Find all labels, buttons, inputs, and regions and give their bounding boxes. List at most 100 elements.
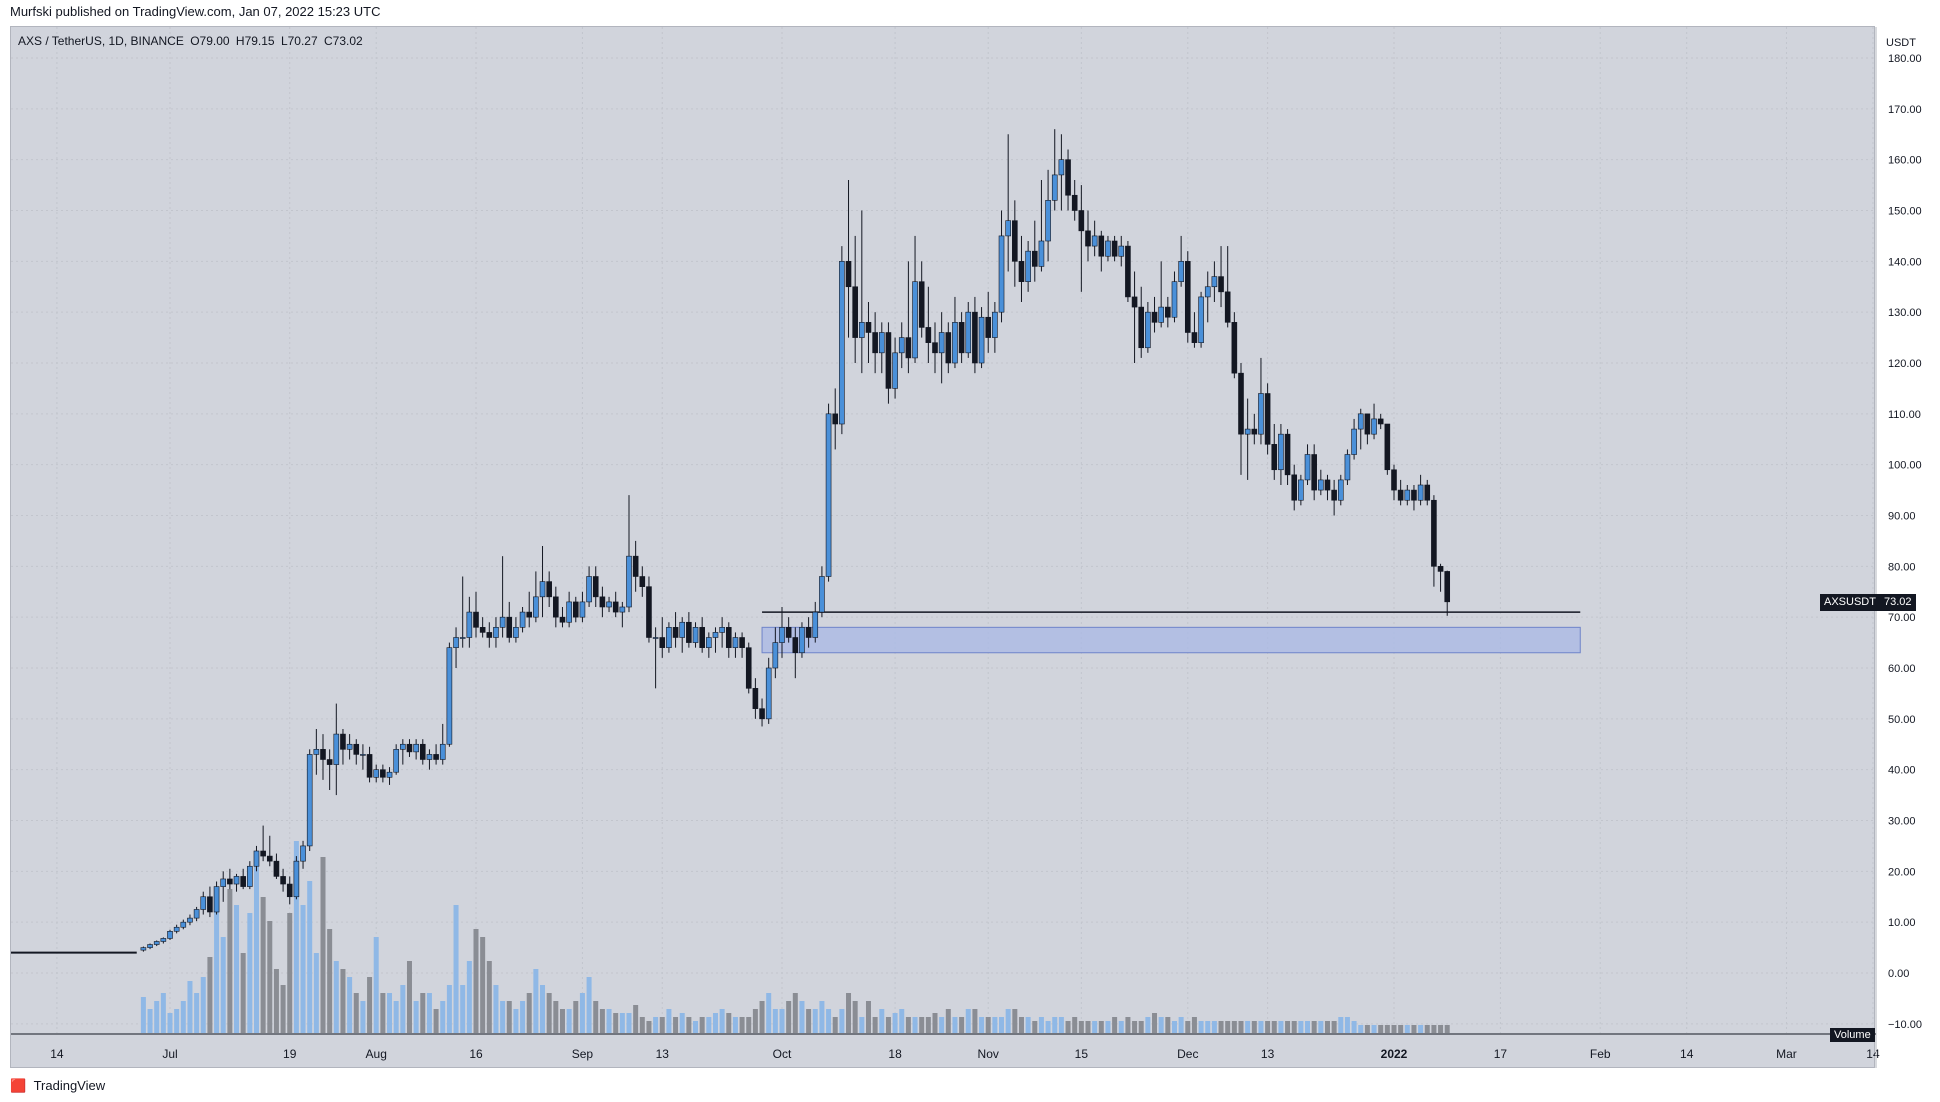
- candle-body: [207, 896, 213, 913]
- volume-bar: [520, 1001, 526, 1033]
- x-tick-label: Sep: [572, 1047, 594, 1061]
- volume-bar: [540, 985, 546, 1033]
- candle-body: [1091, 235, 1098, 247]
- candle-body: [719, 627, 725, 633]
- volume-bar: [679, 1013, 685, 1033]
- candle-body: [220, 878, 227, 887]
- candle-body: [187, 917, 193, 923]
- candle-body: [1331, 489, 1337, 501]
- volume-bar: [313, 953, 319, 1033]
- volume-bar: [1012, 1009, 1018, 1033]
- candle-body: [406, 743, 413, 753]
- volume-bar: [280, 985, 286, 1033]
- volume-label: Volume: [1830, 1028, 1875, 1042]
- candle-body: [247, 865, 253, 887]
- volume-bar: [613, 1013, 619, 1033]
- candle-body: [1437, 566, 1444, 572]
- volume-bar: [154, 1001, 160, 1033]
- volume-bar: [333, 961, 339, 1033]
- candle-body: [938, 332, 945, 354]
- volume-bar: [819, 1001, 825, 1033]
- candle-body: [1071, 194, 1078, 211]
- x-tick-label: Mar: [1776, 1047, 1797, 1061]
- candle-body: [918, 281, 925, 328]
- volume-bar: [912, 1017, 918, 1033]
- candle-body: [998, 235, 1005, 313]
- candle-body: [1218, 276, 1224, 293]
- volume-bar: [985, 1017, 991, 1033]
- candle-body: [779, 627, 785, 643]
- x-tick-label: 14: [1866, 1047, 1880, 1061]
- footer-logo[interactable]: 🟥 TradingView: [10, 1078, 105, 1094]
- price-tag: AXSUSDT: [1820, 593, 1880, 611]
- candle-body: [533, 596, 539, 618]
- ohlc-open: O79.00: [190, 34, 230, 48]
- candle-body: [1397, 489, 1404, 501]
- candle-body: [686, 621, 692, 643]
- candle-body: [1324, 479, 1331, 491]
- volume-bar: [1191, 1017, 1197, 1033]
- candle-body: [1078, 210, 1085, 232]
- candle-body: [1278, 433, 1284, 471]
- candle-body: [1131, 296, 1138, 308]
- volume-bar: [892, 1013, 898, 1033]
- volume-bar: [387, 993, 393, 1033]
- volume-bar: [287, 913, 293, 1033]
- candle-body: [446, 647, 453, 745]
- volume-bar: [480, 937, 486, 1033]
- volume-bar: [446, 985, 452, 1033]
- volume-bar: [267, 921, 273, 1033]
- volume-bar: [1065, 1021, 1071, 1033]
- volume-bar: [360, 1001, 366, 1033]
- x-tick-label: Feb: [1590, 1047, 1611, 1061]
- volume-bar: [1404, 1025, 1410, 1033]
- candle-body: [353, 743, 360, 755]
- volume-bar: [1238, 1021, 1244, 1033]
- volume-bar: [1211, 1021, 1217, 1033]
- candle-body: [233, 876, 240, 885]
- volume-bar: [586, 977, 592, 1033]
- candle-body: [459, 637, 466, 639]
- candle-body: [1125, 245, 1131, 298]
- candle-body: [1204, 286, 1211, 298]
- candle-body: [479, 627, 486, 633]
- y-tick-label: 160.00: [1888, 155, 1922, 167]
- volume-bar: [1078, 1021, 1084, 1033]
- volume-bar: [1038, 1017, 1044, 1033]
- volume-bar: [167, 1013, 173, 1033]
- candle-body: [439, 743, 446, 760]
- volume-bar: [273, 969, 279, 1033]
- candle-body: [878, 332, 885, 354]
- x-tick-label: 13: [656, 1047, 670, 1061]
- volume-bar: [1364, 1025, 1370, 1033]
- candle-body: [1238, 372, 1244, 435]
- candle-body: [1344, 454, 1351, 481]
- x-tick-label: Nov: [978, 1047, 999, 1061]
- candle-body: [772, 642, 779, 669]
- volume-bar: [619, 1013, 625, 1033]
- volume-bar: [214, 901, 220, 1033]
- candle-body: [260, 850, 266, 857]
- candle-body: [313, 749, 320, 755]
- x-tick-label: Aug: [366, 1047, 387, 1061]
- volume-bar: [726, 1013, 732, 1033]
- volume-bar: [1025, 1017, 1031, 1033]
- volume-bar: [599, 1009, 605, 1033]
- candle-body: [1118, 245, 1125, 257]
- volume-bar: [160, 993, 166, 1033]
- candle-body: [912, 281, 918, 359]
- candle-body: [360, 754, 366, 756]
- candle-body: [992, 311, 998, 338]
- volume-bar: [573, 1001, 579, 1033]
- volume-bar: [253, 865, 259, 1033]
- y-tick-label: 120.00: [1888, 358, 1922, 370]
- candle-body: [1251, 428, 1258, 435]
- volume-bar: [846, 993, 852, 1033]
- candle-body: [1151, 311, 1158, 323]
- volume-bar: [1398, 1025, 1404, 1033]
- candle-body: [732, 637, 739, 648]
- candle-body: [692, 627, 699, 643]
- volume-bar: [792, 993, 798, 1033]
- candle-body: [1051, 174, 1058, 201]
